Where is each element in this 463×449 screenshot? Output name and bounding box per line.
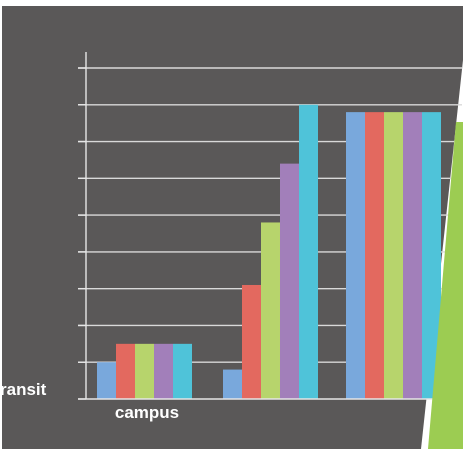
bar-2-1 (223, 369, 242, 399)
bar-1-1 (97, 362, 116, 399)
bar-3-5 (422, 112, 441, 399)
bar-1-4 (154, 343, 173, 399)
bar-1-5 (173, 343, 192, 399)
bar-1-2 (116, 343, 135, 399)
category-label: campus (115, 403, 179, 422)
green-wedge-shape (428, 122, 463, 449)
bar-3-4 (403, 112, 422, 399)
bar-2-5 (299, 104, 318, 400)
category-label: ransit (0, 380, 47, 399)
bar-3-3 (384, 112, 403, 399)
bars (97, 104, 441, 400)
category-labels: ransit campus (0, 380, 179, 422)
bar-2-3 (261, 222, 280, 399)
bar-3-2 (365, 112, 384, 399)
bar-1-3 (135, 343, 154, 399)
bar-3-1 (346, 112, 365, 399)
bar-2-4 (280, 163, 299, 399)
bar-2-2 (242, 284, 261, 399)
axes (78, 52, 462, 400)
